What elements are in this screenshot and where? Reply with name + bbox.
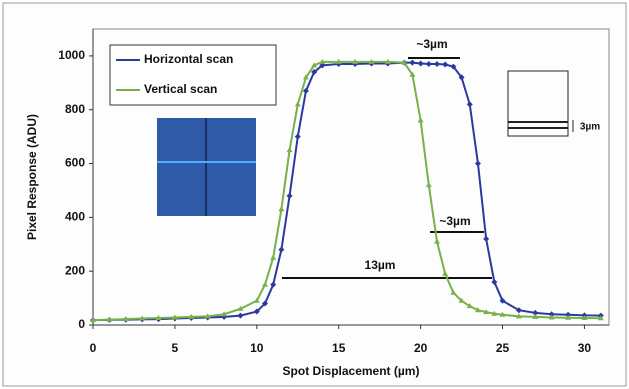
x-tick-label: 5 [172, 341, 179, 355]
annotation: 13µm [365, 258, 396, 272]
page: Spot Displacement (µm) Pixel Response (A… [0, 0, 629, 389]
y-tick-label: 1000 [58, 48, 85, 62]
x-tick-label: 20 [414, 341, 428, 355]
pixel-image [157, 118, 256, 216]
y-tick-label: 400 [65, 210, 85, 224]
x-axis-title: Spot Displacement (µm) [283, 364, 420, 378]
x-tick-label: 25 [496, 341, 510, 355]
legend-label: Horizontal scan [144, 52, 233, 66]
y-axis-title: Pixel Response (ADU) [25, 114, 39, 240]
x-tick-label: 30 [578, 341, 592, 355]
y-tick-label: 200 [65, 263, 85, 277]
y-tick-label: 0 [78, 317, 85, 331]
y-tick-label: 600 [65, 156, 85, 170]
x-tick-label: 10 [250, 341, 264, 355]
x-tick-label: 0 [90, 341, 97, 355]
annotation: 3µm [580, 122, 600, 133]
y-tick-label: 800 [65, 102, 85, 116]
annotation: ~3µm [439, 214, 470, 228]
x-tick-label: 15 [332, 341, 346, 355]
annotation: ~3µm [416, 37, 447, 51]
chart: Spot Displacement (µm) Pixel Response (A… [0, 0, 629, 389]
legend-label: Vertical scan [144, 82, 217, 96]
frame [3, 3, 626, 386]
